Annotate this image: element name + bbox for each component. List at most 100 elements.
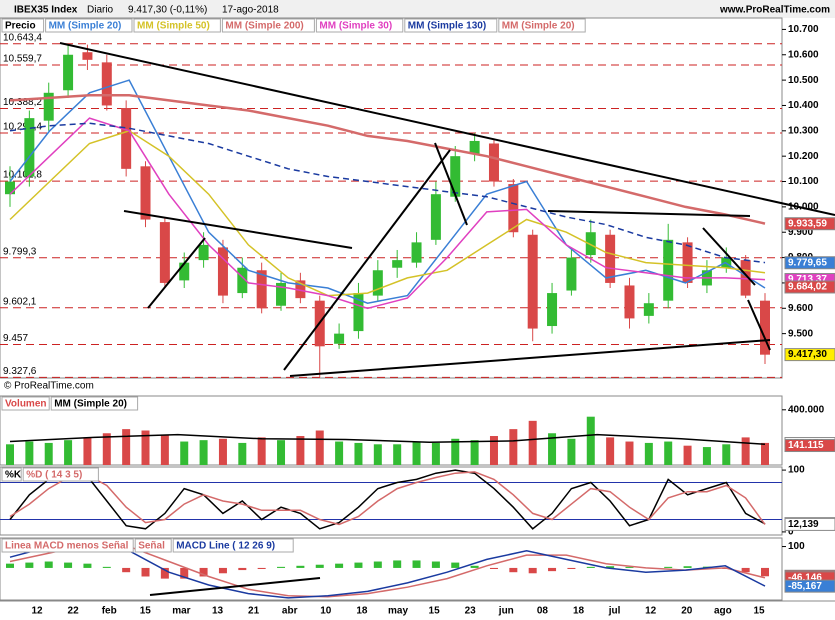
legend-item: MM (Simple 130) <box>408 21 486 32</box>
value-box <box>784 280 835 294</box>
x-tick-label: 12 <box>645 606 657 617</box>
value-box-label: 9.684,02 <box>788 282 827 293</box>
volume-bar <box>470 440 479 465</box>
volume-bar <box>644 442 653 465</box>
volume-bar <box>489 436 498 465</box>
histogram-bar <box>664 566 673 568</box>
histogram-bar <box>238 567 247 571</box>
value-box-label: 141.115 <box>788 440 824 451</box>
volume-bar <box>528 420 537 465</box>
volume-bar <box>141 430 150 465</box>
volume-bar <box>6 444 14 465</box>
candle-body <box>256 270 267 309</box>
candle-body <box>159 222 170 283</box>
y-tick-label: 10.600 <box>788 49 819 60</box>
panel-frame <box>0 395 783 466</box>
period: Diario <box>87 5 114 16</box>
volume-bar <box>702 447 711 465</box>
volume-bar <box>567 438 576 465</box>
candle-body <box>682 242 693 283</box>
site: www.ProRealTime.com <box>719 5 830 16</box>
x-tick-label: 08 <box>537 606 549 617</box>
value-box-label: -85,167 <box>788 581 822 592</box>
volume-bar <box>393 444 402 465</box>
volume-bar <box>354 442 363 465</box>
level-label: 10.101,8 <box>3 170 42 181</box>
candle-body <box>392 260 403 268</box>
value-box <box>784 517 835 531</box>
value-box-label: 9.417,30 <box>788 349 827 360</box>
trendline <box>149 577 321 596</box>
series-line <box>9 471 766 526</box>
y-tick-label: 10.700 <box>788 24 819 35</box>
histogram-bar <box>431 561 440 568</box>
date: 17-ago-2018 <box>222 5 279 16</box>
candle-body <box>663 239 674 301</box>
trendline <box>702 227 756 286</box>
histogram-bar <box>354 562 363 568</box>
histogram-bar <box>373 561 382 568</box>
legend-chip <box>498 18 586 33</box>
series-line <box>9 122 766 264</box>
candle-body <box>24 118 35 177</box>
copyright: © ProRealTime.com <box>4 381 94 392</box>
trendline <box>434 142 468 226</box>
histogram-bar <box>393 560 402 568</box>
x-tick-label: 10 <box>320 606 332 617</box>
trendline <box>59 42 835 216</box>
volume-bar <box>238 442 247 465</box>
level-label: 9.327,6 <box>3 366 37 377</box>
x-tick-label: mar <box>172 606 190 617</box>
histogram-bar <box>606 566 615 568</box>
candle-body <box>605 234 616 283</box>
legend-chip <box>404 18 498 33</box>
legend-chip <box>133 18 221 33</box>
trendline <box>547 210 751 217</box>
x-tick-label: 13 <box>212 606 224 617</box>
candle-body <box>430 194 441 240</box>
candle-body <box>63 54 74 91</box>
histogram-bar <box>489 567 498 569</box>
histogram-bar <box>25 562 34 568</box>
volume-bar <box>218 438 227 465</box>
legend-chip <box>50 396 139 411</box>
y-tick-label: 0 <box>788 527 794 538</box>
x-tick-label: feb <box>102 606 117 617</box>
trendline <box>147 237 206 309</box>
x-tick-label: may <box>388 606 408 617</box>
value-box-label: 12,139 <box>788 519 819 530</box>
volume-bar <box>296 436 305 465</box>
candle-body <box>585 232 596 256</box>
value-box-label: -46,146 <box>788 572 822 583</box>
series-line <box>9 117 766 310</box>
y-tick-label: 100 <box>788 541 805 552</box>
header-bar <box>0 0 835 18</box>
y-tick-label: 10.300 <box>788 125 819 136</box>
x-tick-label: jun <box>498 606 514 617</box>
candle-body <box>566 257 577 291</box>
histogram-bar <box>141 567 150 577</box>
legend-item: Precio <box>5 21 36 32</box>
histogram-bar <box>761 567 769 577</box>
histogram-bar <box>122 567 131 573</box>
legend-item: MM (Simple 20) <box>502 21 575 32</box>
volume-bar <box>122 429 131 465</box>
candle-body <box>760 300 770 355</box>
volume-bar <box>25 441 34 465</box>
histogram-bar <box>412 560 421 568</box>
legend-chip <box>1 538 134 553</box>
candle-body <box>450 156 461 197</box>
candle-body <box>179 262 190 281</box>
volume-bar <box>761 442 769 465</box>
legend-item: MM (Simple 30) <box>319 21 392 32</box>
legend-item: MM (Simple 50) <box>137 21 210 32</box>
value-box <box>784 439 835 453</box>
level-label: 10.388,2 <box>3 97 42 108</box>
y-tick-label: 9.500 <box>788 328 813 339</box>
volume-bar <box>741 437 750 465</box>
candle-body <box>508 184 519 233</box>
candle-body <box>624 285 635 319</box>
y-tick-label: 10.200 <box>788 151 819 162</box>
level-label: 10.559,7 <box>3 54 42 65</box>
histogram-bar <box>625 566 634 568</box>
